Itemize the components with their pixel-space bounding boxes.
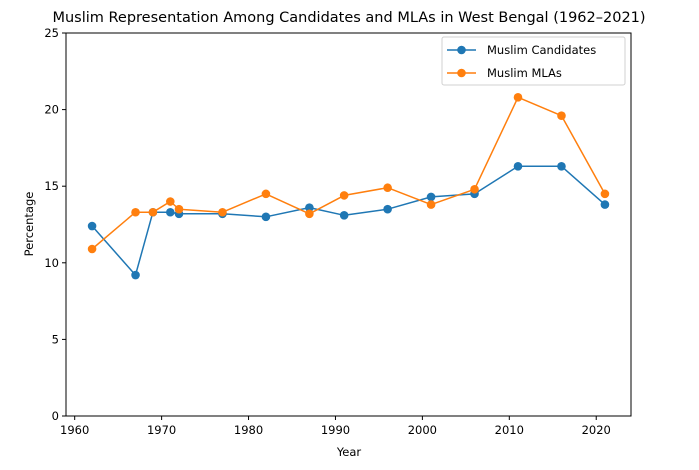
y-tick-label: 15: [44, 179, 59, 193]
legend-label: Muslim MLAs: [487, 66, 562, 80]
data-point: [148, 207, 158, 217]
y-tick-label: 5: [52, 332, 59, 346]
data-point: [305, 209, 314, 219]
data-point: [87, 244, 97, 254]
x-tick-label: 2020: [582, 423, 611, 437]
data-point: [513, 93, 523, 102]
y-tick-label: 25: [44, 26, 59, 40]
legend-frame: [441, 36, 626, 86]
data-point: [426, 200, 436, 209]
chart-title: Muslim Representation Among Candidates a…: [52, 10, 645, 26]
data-point: [600, 200, 610, 209]
data-point: [339, 191, 349, 200]
x-tick-label: 2000: [408, 423, 437, 437]
data-point: [166, 207, 175, 217]
x-tick-label: 2010: [495, 423, 524, 437]
data-point: [339, 211, 349, 220]
data-point: [513, 161, 523, 171]
data-point: [131, 207, 140, 217]
legend: Muslim Candidates Muslim MLAs: [441, 36, 626, 86]
axes-frame: [65, 32, 632, 417]
data-point: [218, 207, 227, 217]
data-point: [557, 111, 566, 121]
data-point: [166, 197, 175, 206]
y-axis: 0 5 10 15 20 25: [44, 26, 66, 423]
x-axis-label: Year: [336, 445, 362, 459]
data-point: [87, 221, 97, 231]
x-tick-label: 1970: [147, 423, 176, 437]
data-point: [305, 203, 314, 212]
data-point: [557, 161, 566, 171]
series-muslim-mlas: [87, 93, 610, 254]
legend-item: Muslim Candidates: [447, 43, 596, 57]
y-tick-label: 0: [52, 409, 59, 423]
y-tick-label: 10: [44, 256, 59, 270]
data-point: [174, 204, 184, 214]
data-point: [383, 204, 392, 214]
data-point: [261, 189, 271, 199]
data-point: [131, 270, 140, 280]
x-tick-label: 1980: [234, 423, 263, 437]
data-point: [383, 183, 392, 193]
data-point: [261, 212, 271, 222]
legend-item: Muslim MLAs: [447, 66, 562, 80]
legend-marker: [457, 45, 466, 55]
legend-marker: [457, 68, 466, 78]
y-tick-label: 20: [44, 103, 59, 117]
legend-label: Muslim Candidates: [487, 43, 596, 57]
x-axis: 1960 1970 1980 1990 2000 2010 2020: [60, 416, 611, 437]
y-axis-label: Percentage: [22, 192, 36, 257]
data-point: [600, 189, 610, 199]
data-point: [426, 192, 436, 202]
plot-area: [87, 93, 610, 280]
x-tick-label: 1990: [321, 423, 350, 437]
data-point: [470, 184, 479, 194]
x-tick-label: 1960: [60, 423, 89, 437]
